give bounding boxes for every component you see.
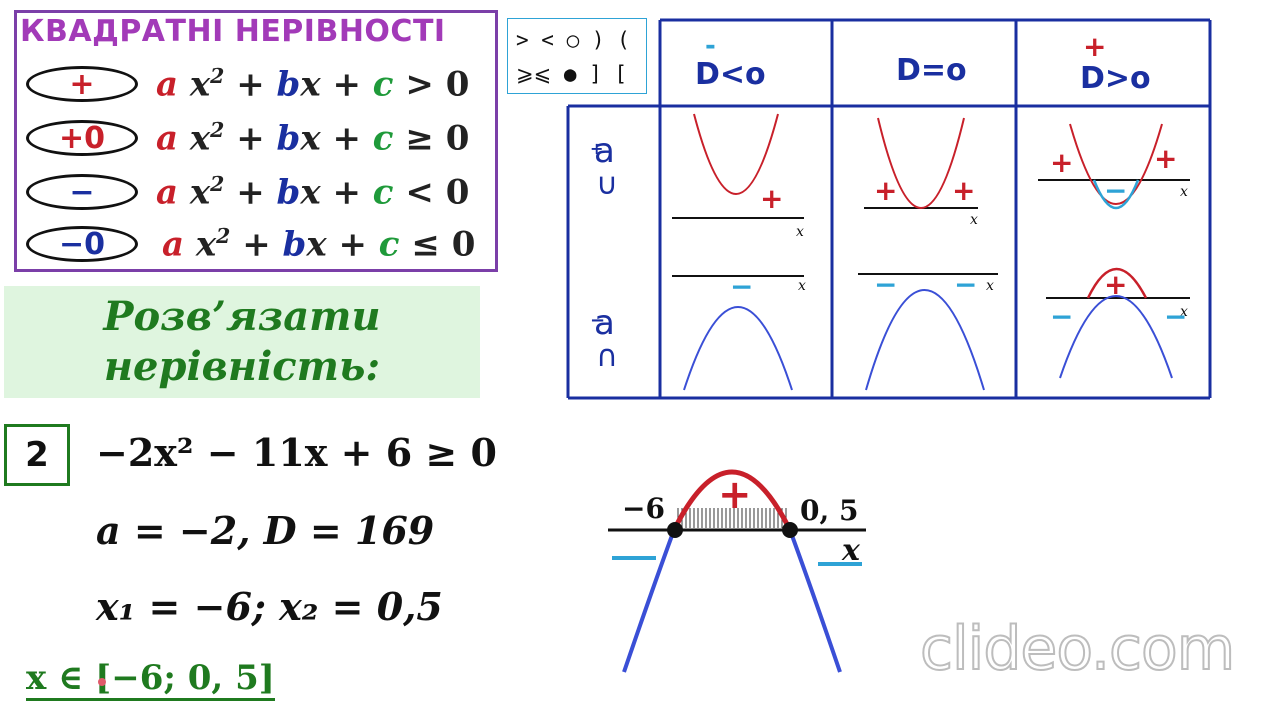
plus-sign: + <box>952 174 975 207</box>
row-neg-sign: − <box>590 310 605 331</box>
parabola-left-branch <box>622 529 676 673</box>
axis-x-label: x <box>1180 184 1188 200</box>
plus-sign: + <box>1050 146 1073 179</box>
root-point-left <box>667 522 683 538</box>
root-point-right <box>782 522 798 538</box>
root-label-right: 0, 5 <box>800 494 858 527</box>
row-pos-arc: ∪ <box>596 167 618 202</box>
sign-label: +0 <box>58 120 105 156</box>
minus-sign: − <box>1164 300 1187 333</box>
inequality-formula: a x2 + bx + c < 0 <box>156 172 470 213</box>
sign-label: − <box>69 174 95 210</box>
plus-sign: + <box>1104 268 1127 301</box>
minus-sign: − <box>1104 174 1127 207</box>
axis-x-label: x <box>798 278 806 294</box>
solve-heading: Розв’язати нерівність: <box>103 293 381 390</box>
minus-sign: − <box>874 268 897 301</box>
root-label-left: −6 <box>622 492 665 525</box>
symbols-legend: > < ○ ) ( ⩾⩽ ● ] [ <box>507 18 647 94</box>
inequality-row-gt: + a x2 + bx + c > 0 <box>20 62 490 110</box>
plus-sign: + <box>1154 142 1177 175</box>
sign-oval: −0 <box>26 226 138 262</box>
symbols-row-strict: > < ○ ) ( <box>516 28 630 52</box>
row-pos-sign: + <box>590 139 603 158</box>
sign-oval: + <box>26 66 138 102</box>
axis-x-label: x <box>841 533 861 568</box>
cursor-dot <box>98 678 106 686</box>
row-neg-a: a <box>594 303 615 343</box>
minus-sign: − <box>1050 300 1073 333</box>
sign-oval: +0 <box>26 120 138 156</box>
row-neg-arc: ∩ <box>596 339 618 374</box>
parabola-down-one-root <box>865 289 985 391</box>
parabola-down-no-roots <box>683 306 793 391</box>
solution-graph: −6 0, 5 + x <box>608 469 866 673</box>
roots-line: x₁ = −6; x₂ = 0,5 <box>96 584 443 629</box>
plus-sign: + <box>760 182 783 215</box>
sign-label: + <box>69 66 95 102</box>
parabola-table: - D<o D=o + D>o + a ∪ − a ∩ x x x x x x … <box>566 18 1212 400</box>
problem-equation: −2x² − 11x + 6 ≥ 0 <box>96 430 497 475</box>
minus-sign: − <box>954 268 977 301</box>
row-pos-a: a <box>594 131 615 171</box>
axis-x-label: x <box>986 278 994 294</box>
header-d-neg: D<o <box>695 57 766 92</box>
axis-x-label: x <box>1180 304 1188 320</box>
inequality-formula: a x2 + bx + c ≤ 0 <box>162 224 476 265</box>
sign-oval: − <box>26 174 138 210</box>
inequality-formula: a x2 + bx + c ≥ 0 <box>156 118 470 159</box>
parabola-up-two-roots <box>1069 123 1163 205</box>
header-d-pos: D>o <box>1080 61 1151 96</box>
parabola-up-no-roots <box>693 113 779 195</box>
inequality-row-lt: − a x2 + bx + c < 0 <box>20 170 490 218</box>
inequality-row-le: −0 a x2 + bx + c ≤ 0 <box>20 222 490 270</box>
parabola-right-branch <box>788 529 842 673</box>
minus-sign: − <box>730 270 753 303</box>
header-sign-neg: - <box>705 31 716 61</box>
problem-number: 2 <box>4 424 70 486</box>
parabola-up-one-root <box>877 117 965 209</box>
header-d-zero: D=o <box>896 53 967 88</box>
coefficient-line: a = −2, D = 169 <box>96 508 435 553</box>
parabola-up-below-axis <box>1092 179 1140 210</box>
axis-x-label: x <box>970 212 978 228</box>
axis-x-label: x <box>796 224 804 240</box>
watermark: clideo.com <box>919 613 1236 685</box>
symbols-row-nonstrict: ⩾⩽ ● ] [ <box>516 62 628 86</box>
plus-sign: + <box>874 174 897 207</box>
solution-hatch <box>676 508 788 528</box>
parabola-down-above-axis <box>1086 267 1148 299</box>
parabola-above-axis <box>671 469 793 532</box>
answer: x ∈ [−6; 0, 5] <box>26 658 275 701</box>
parabola-down-two-roots <box>1059 295 1173 379</box>
plus-sign: + <box>718 472 752 518</box>
inequality-row-ge: +0 a x2 + bx + c ≥ 0 <box>20 116 490 164</box>
solve-banner <box>4 286 480 398</box>
sign-label: −0 <box>58 226 105 262</box>
inequality-formula: a x2 + bx + c > 0 <box>156 64 470 105</box>
page-title: КВАДРАТНІ НЕРІВНОСТІ <box>20 14 446 49</box>
header-sign-pos: + <box>1083 30 1106 63</box>
